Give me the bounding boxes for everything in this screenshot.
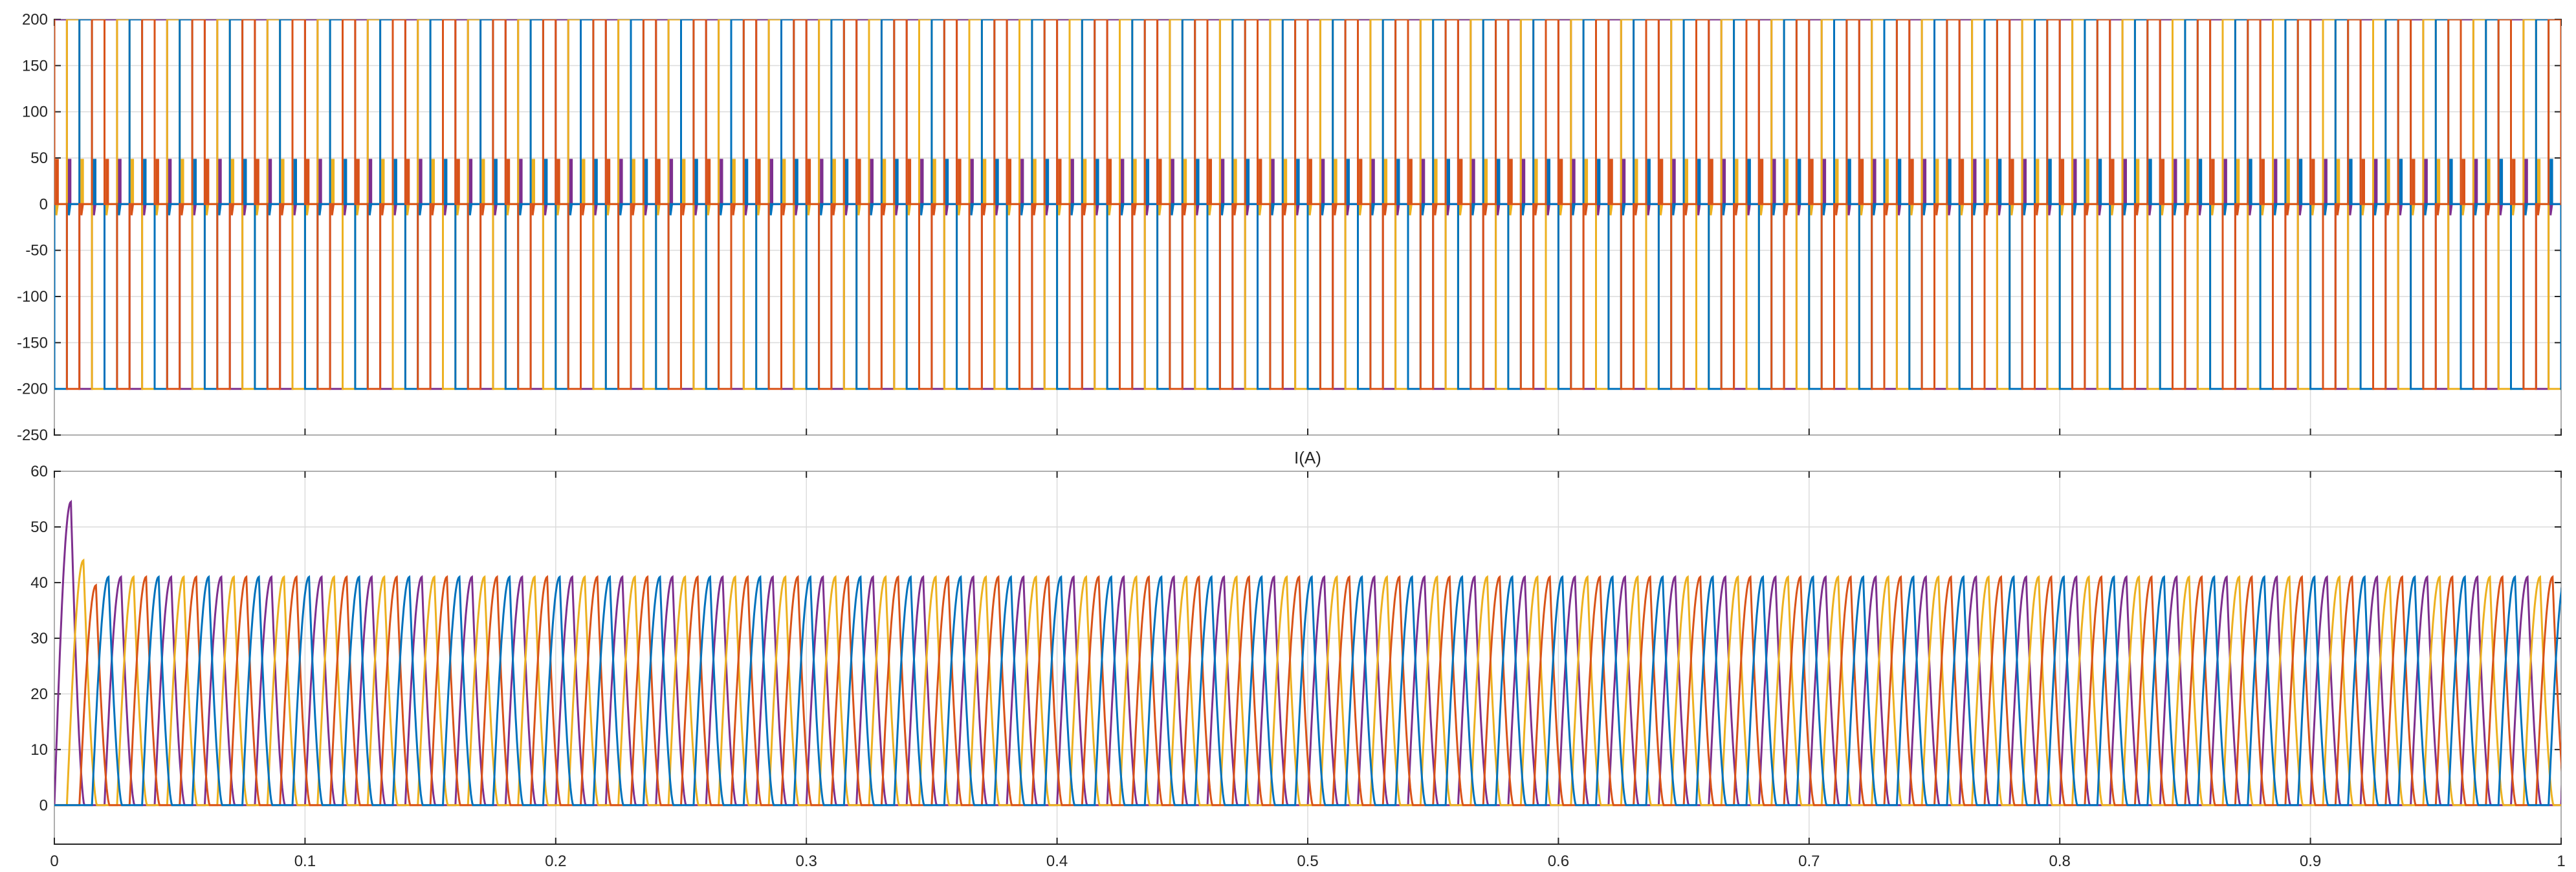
x-tick-label: 0.8 bbox=[2049, 853, 2071, 870]
y-tick-label: -200 bbox=[17, 381, 48, 398]
x-tick-label: 0.1 bbox=[294, 853, 316, 870]
panel-title: I(A) bbox=[1294, 448, 1321, 467]
y-tick-label: 50 bbox=[30, 150, 48, 167]
series-line bbox=[54, 19, 2561, 390]
x-tick-label: 0.4 bbox=[1046, 853, 1068, 870]
series-group bbox=[54, 19, 2561, 390]
y-tick-label: 20 bbox=[30, 686, 48, 703]
current-panel: 0 10 20 30 40 50 60 0 0.1 0.2 0.3 0.4 0.5 0.6 0.7 0.8 0.… bbox=[30, 448, 2565, 870]
y-tick-label: 30 bbox=[30, 630, 48, 647]
x-tick-label: 0.5 bbox=[1297, 853, 1318, 870]
y-tick-label: -150 bbox=[17, 334, 48, 352]
y-tick-label: 40 bbox=[30, 574, 48, 592]
x-tick-label: 0.7 bbox=[1798, 853, 1820, 870]
y-tick-label: -100 bbox=[17, 288, 48, 306]
y-tick-label: 0 bbox=[39, 797, 48, 814]
x-tick-label: 1 bbox=[2557, 853, 2565, 870]
series-line bbox=[54, 499, 2561, 807]
y-tick-label: 60 bbox=[30, 463, 48, 480]
y-tick-label: 100 bbox=[22, 104, 48, 121]
series-line bbox=[54, 575, 2561, 807]
series-line bbox=[54, 575, 2561, 807]
x-tick-label: 0.6 bbox=[1548, 853, 1569, 870]
series-line bbox=[54, 558, 2561, 807]
y-tick-label: 50 bbox=[30, 519, 48, 536]
series-line bbox=[54, 19, 2561, 390]
x-tick-label: 0.9 bbox=[2300, 853, 2321, 870]
x-tick-label: 0.3 bbox=[796, 853, 817, 870]
voltage-panel: -250 -200 -150 -100 -50 0 50 100 150 200 bbox=[17, 11, 2562, 444]
series-line bbox=[54, 19, 2561, 390]
y-tick-label: 200 bbox=[22, 11, 48, 28]
x-tick-label: 0 bbox=[50, 853, 58, 870]
y-tick-label: -250 bbox=[17, 427, 48, 444]
y-tick-label: 0 bbox=[39, 196, 48, 213]
ticks: -250 -200 -150 -100 -50 0 50 100 150 200 bbox=[17, 11, 2562, 444]
series-group bbox=[54, 499, 2561, 807]
y-tick-label: 10 bbox=[30, 741, 48, 759]
x-tick-label: 0.2 bbox=[545, 853, 566, 870]
y-tick-label: 150 bbox=[22, 57, 48, 74]
y-tick-label: -50 bbox=[25, 242, 48, 260]
